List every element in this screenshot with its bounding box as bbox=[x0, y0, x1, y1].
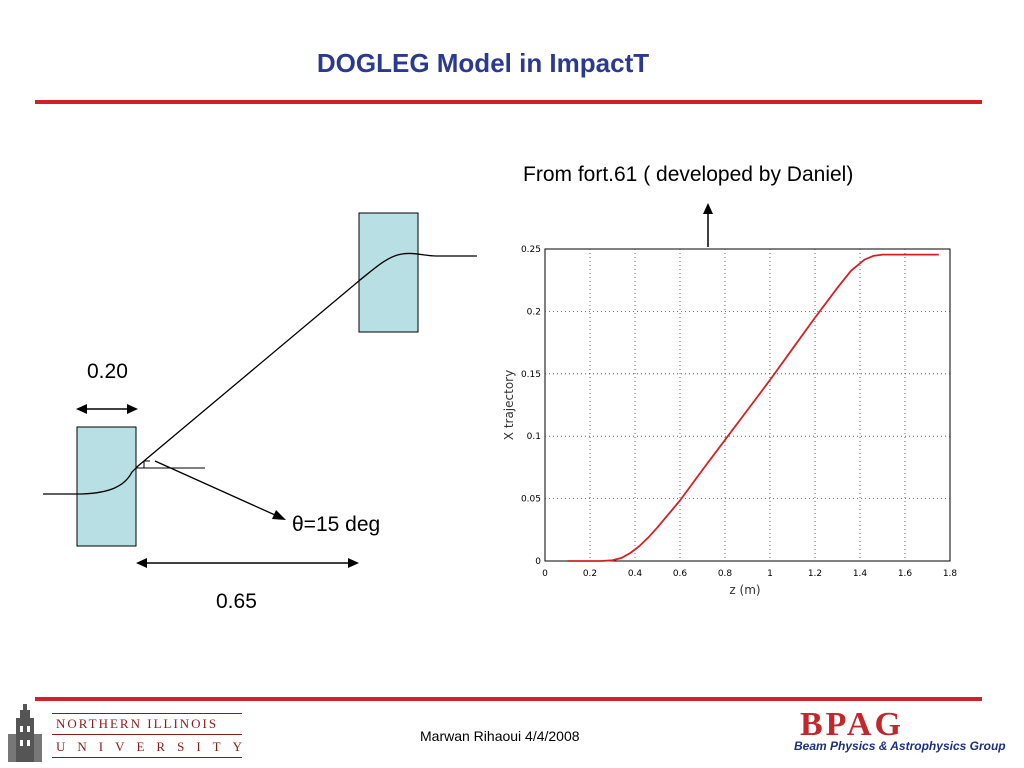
magnet-1 bbox=[76, 426, 137, 547]
angle-pointer-line bbox=[154, 460, 276, 516]
footer-rule bbox=[35, 697, 982, 701]
magnet-2 bbox=[358, 212, 419, 333]
chart-x-tick-label: 1 bbox=[767, 569, 773, 579]
bpag-logo: BPAG bbox=[800, 706, 904, 743]
angle-pointer-arrowhead bbox=[272, 510, 286, 520]
niu-tower-icon bbox=[8, 704, 42, 762]
source-arrow-head bbox=[703, 203, 713, 214]
chart-x-tick-label: 0.8 bbox=[718, 569, 733, 579]
dim-label-separation: 0.65 bbox=[216, 590, 257, 613]
dim-label-magnet-length: 0.20 bbox=[87, 360, 128, 383]
dim-arrow-065-left-head bbox=[136, 558, 147, 568]
dim-arrow-020-left-head bbox=[76, 404, 87, 414]
chart-y-tick-label: 0.25 bbox=[521, 245, 541, 255]
niu-line-2: UNIVERSITY bbox=[56, 739, 254, 754]
chart-background bbox=[544, 248, 951, 562]
chart-x-tick-label: 0.4 bbox=[628, 569, 643, 579]
dim-arrow-020-right-head bbox=[127, 404, 138, 414]
angle-label: θ=15 deg bbox=[292, 513, 381, 536]
dim-arrow-065-right-head bbox=[348, 558, 359, 568]
source-note: From fort.61 ( developed by Daniel) bbox=[523, 163, 854, 186]
footer-author-date: Marwan Rihaoui 4/4/2008 bbox=[420, 728, 580, 744]
chart-grid bbox=[545, 249, 950, 561]
chart-y-tick-label: 0.05 bbox=[521, 495, 541, 505]
title-rule bbox=[35, 100, 982, 104]
beam-trajectory bbox=[43, 252, 437, 495]
chart-x-tick-label: 0 bbox=[542, 569, 548, 579]
chart-x-tick-label: 1.6 bbox=[898, 569, 913, 579]
chart-ticks: 0 0.2 0.4 0.6 0.8 1 1.2 1.4 1.6 1.8 0 0.05 0.1 0.15 0.… bbox=[521, 245, 957, 579]
chart-y-tick-label: 0 bbox=[535, 557, 541, 567]
chart-x-tick-label: 1.4 bbox=[853, 569, 868, 579]
niu-rule-top bbox=[52, 713, 242, 714]
slide-title: DOGLEG Model in ImpactT bbox=[316, 48, 650, 78]
niu-line-1: NORTHERN ILLINOIS bbox=[56, 716, 219, 731]
chart-y-tick-label: 0.15 bbox=[521, 370, 541, 380]
chart-x-tick-label: 0.2 bbox=[583, 569, 597, 579]
chart-y-tick-label: 0.1 bbox=[527, 432, 541, 442]
chart-y-axis-label: X trajectory bbox=[502, 370, 516, 440]
chart-series-line bbox=[567, 253, 939, 562]
chart-x-tick-label: 0.6 bbox=[673, 569, 688, 579]
niu-rule-middle bbox=[52, 734, 242, 735]
niu-rule-bottom bbox=[52, 757, 242, 758]
angle-marker bbox=[143, 460, 150, 468]
bpag-subtitle: Beam Physics & Astrophysics Group bbox=[794, 739, 1006, 753]
chart-x-tick-label: 1.2 bbox=[808, 569, 822, 579]
chart-x-tick-label: 1.8 bbox=[943, 569, 958, 579]
chart-y-tick-label: 0.2 bbox=[527, 307, 541, 317]
chart-x-axis-label: z (m) bbox=[729, 583, 760, 597]
